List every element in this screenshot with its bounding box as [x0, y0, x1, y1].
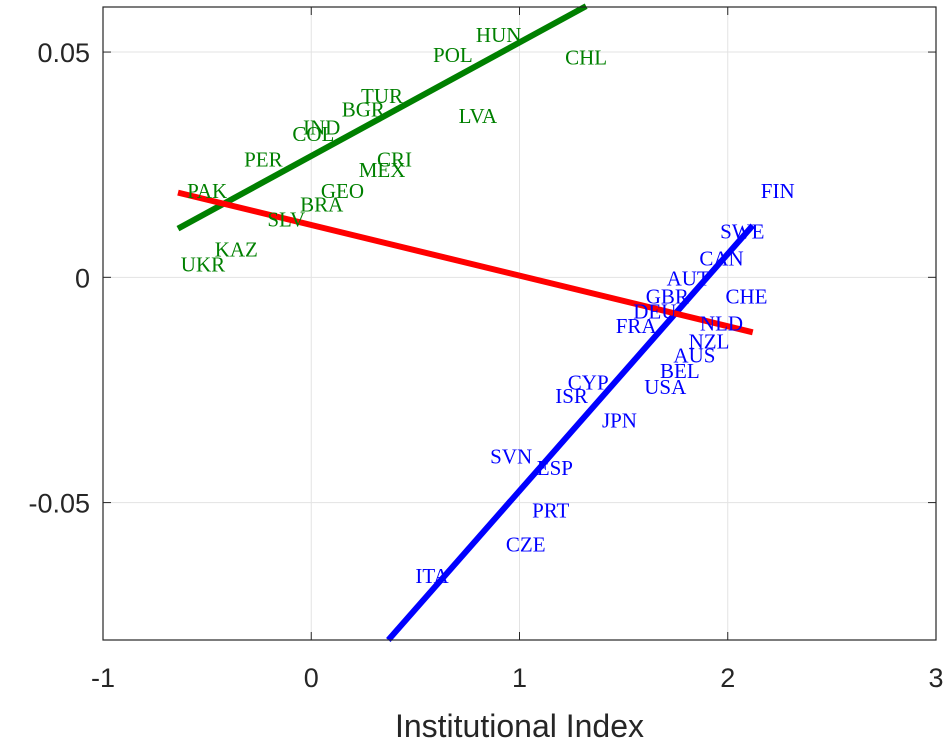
pooled-fit-line: [177, 189, 754, 336]
country-label-jpn: JPN: [602, 409, 637, 433]
y-tick-label: 0.05: [37, 38, 90, 68]
country-label-deu: DEU: [633, 300, 676, 324]
country-label-hun: HUN: [476, 23, 522, 47]
x-tick-label: 3: [928, 663, 943, 693]
fit-lines: [176, 3, 755, 642]
x-tick-label: 0: [304, 663, 319, 693]
tick-labels: -1 0 1 2 3 -0.05 0 0.05: [28, 38, 943, 693]
country-label-cyp: CYP: [568, 370, 609, 394]
country-label-swe: SWE: [720, 219, 764, 243]
country-label-lva: LVA: [459, 104, 498, 128]
country-label-bra: BRA: [300, 192, 344, 216]
country-label-pol: POL: [433, 43, 473, 67]
country-label-bgr: BGR: [342, 98, 385, 122]
country-label-nld: NLD: [700, 312, 743, 336]
country-label-usa: USA: [644, 375, 687, 399]
y-tick-label: 0: [75, 263, 90, 293]
country-label-ita: ITA: [415, 564, 449, 588]
x-tick-label: -1: [91, 663, 115, 693]
country-label-che: CHE: [725, 285, 767, 309]
country-label-pak: PAK: [187, 179, 227, 203]
country-label-kaz: KAZ: [215, 237, 258, 261]
country-label-cze: CZE: [506, 532, 546, 556]
country-label-aus: AUS: [673, 343, 715, 367]
fit-line-series-1: [386, 223, 755, 642]
fit-line-series-0: [176, 3, 588, 232]
country-label-fin: FIN: [761, 179, 795, 203]
country-label-chl: CHL: [565, 45, 607, 69]
country-label-can: CAN: [699, 246, 743, 270]
country-label-geo: GEO: [321, 179, 364, 203]
country-label-tur: TUR: [361, 84, 403, 108]
y-tick-label: -0.05: [28, 489, 90, 519]
country-label-col: COL: [292, 122, 334, 146]
country-label-ukr: UKR: [181, 253, 225, 277]
country-label-esp: ESP: [537, 456, 573, 480]
country-label-aut: AUT: [667, 267, 710, 291]
x-tick-label: 2: [720, 663, 735, 693]
country-label-isr: ISR: [555, 384, 588, 408]
x-tick-label: 1: [512, 663, 527, 693]
country-label-cri: CRI: [377, 147, 412, 171]
ticks: [102, 7, 937, 640]
country-label-bel: BEL: [660, 359, 700, 383]
country-label-mex: MEX: [359, 158, 406, 182]
x-axis-label: Institutional Index: [395, 708, 644, 744]
country-label-fra: FRA: [616, 314, 658, 338]
country-label-slv: SLV: [267, 208, 305, 232]
country-label-ind: IND: [303, 116, 340, 140]
country-label-nzl: NZL: [689, 330, 730, 354]
country-label-svn: SVN: [490, 445, 532, 469]
country-label-per: PER: [244, 147, 283, 171]
country-label-prt: PRT: [532, 499, 569, 523]
country-label-gbr: GBR: [646, 285, 689, 309]
